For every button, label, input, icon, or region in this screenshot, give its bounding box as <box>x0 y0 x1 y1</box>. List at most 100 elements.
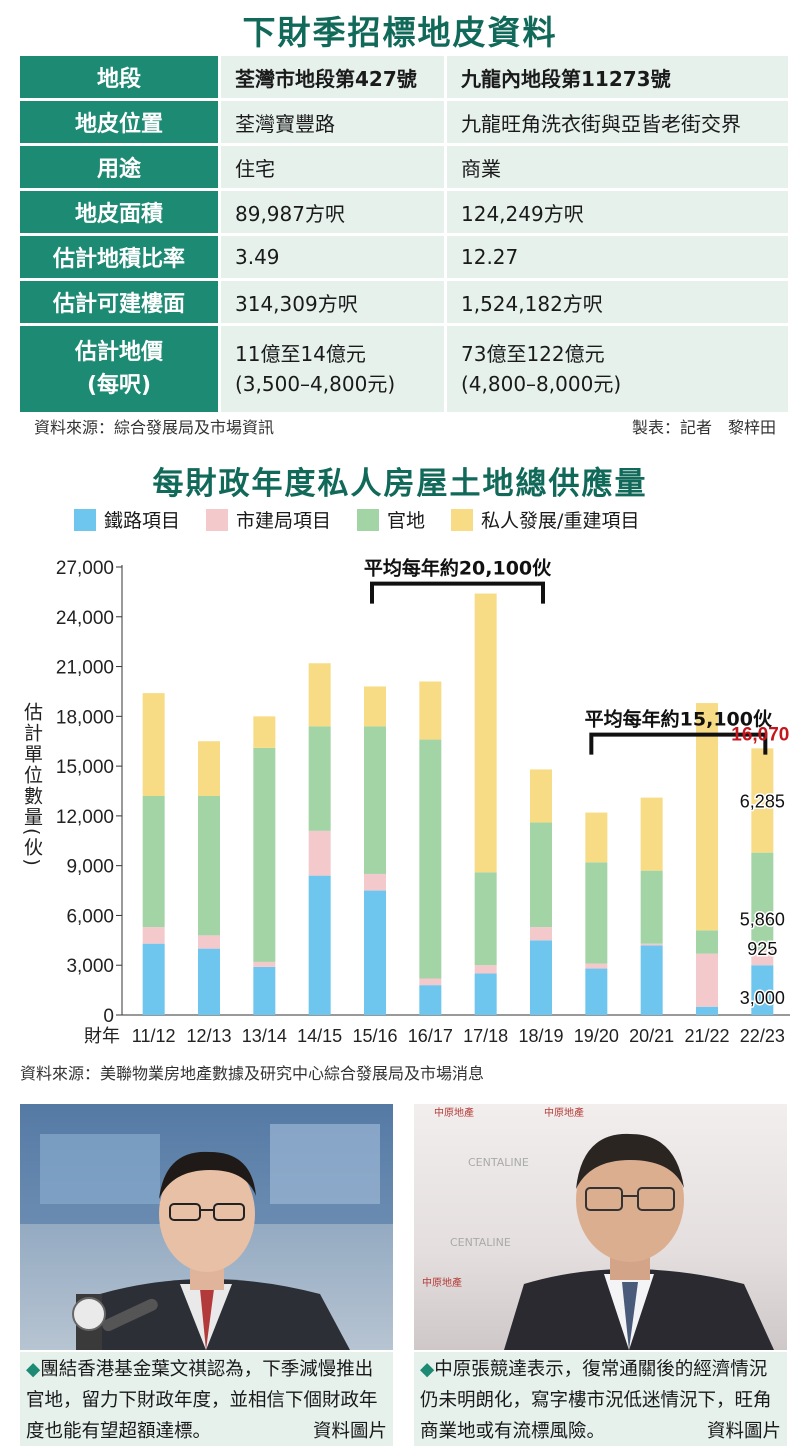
bar-segment <box>198 948 220 1015</box>
cell-kowloon: 商業 <box>444 146 788 188</box>
bar-segment <box>364 890 386 1015</box>
brand-en-1: CENTALINE <box>468 1156 529 1169</box>
legend-item-private: 私人發展/重建項目 <box>451 506 639 533</box>
legend-label-ura: 市建局項目 <box>236 510 332 532</box>
x-axis-label: 財年 <box>84 1026 120 1047</box>
bar-segment <box>696 1006 718 1015</box>
bar-segment <box>585 968 608 1015</box>
diamond-bullet-icon: ◆ <box>420 1359 435 1380</box>
portrait-illustration-2: 中原地產 中原地產 CENTALINE CENTALINE 中原地產 <box>422 1106 774 1350</box>
bar-segment <box>751 852 774 950</box>
table-title: 下財季招標地皮資料 <box>242 13 558 52</box>
y-tick-label: 15,000 <box>56 757 114 778</box>
caption-right-text: 中原張競達表示，復常通關後的經濟情況仍未明朗化，寫字樓市況低迷情況下，旺角商業地… <box>420 1359 772 1442</box>
y-tick-label: 6,000 <box>66 906 114 927</box>
bar-segment <box>585 812 608 863</box>
price-a-line2: (3,500–4,800元) <box>235 372 396 396</box>
bar-segment <box>474 872 497 966</box>
x-tick-label: 22/23 <box>740 1026 785 1046</box>
bar-segment <box>640 945 663 1015</box>
bar-segment <box>474 593 497 873</box>
bar-segment <box>751 965 774 1015</box>
bar-segment <box>696 953 718 1007</box>
row-label: 地段 <box>20 56 218 98</box>
legend-swatch-gov <box>357 508 380 531</box>
supply-bar-chart: 0 3,000 6,000 9,000 12,000 15,000 18,000 21,000… <box>21 557 790 1047</box>
row-label: 用途 <box>20 146 218 188</box>
table-row: 估計地積比率 3.49 12.27 <box>20 236 788 278</box>
cell-tsuen-wan: 荃灣市地段第427號 <box>218 56 444 98</box>
legend-swatch-private <box>451 508 474 531</box>
bar-segment <box>419 985 442 1015</box>
cell-kowloon: 1,524,182方呎 <box>444 281 788 323</box>
x-tick-label: 16/17 <box>408 1026 453 1046</box>
x-tick-label: 17/18 <box>463 1026 508 1046</box>
caption-right: ◆中原張競達表示，復常通關後的經濟情況仍未明朗化，寫字樓市況低迷情況下，旺角商業… <box>414 1352 787 1446</box>
caption-left-text: 團結香港基金葉文祺認為，下季減慢推出官地，留力下財政年度，並相信下個財政年度也能… <box>26 1359 378 1442</box>
row-label-price: 估計地價 (每呎) <box>20 326 218 412</box>
x-tick-label: 11/12 <box>132 1026 176 1046</box>
bar-segment <box>530 822 552 928</box>
price-label-line1: 估計地價 <box>74 340 163 365</box>
table-row: 地皮面積 89,987方呎 124,249方呎 <box>20 191 788 233</box>
bar-segment <box>198 795 220 936</box>
price-label-line2: (每呎) <box>86 373 152 398</box>
x-tick-label: 13/14 <box>242 1026 287 1046</box>
cell-tsuen-wan: 3.49 <box>218 236 444 278</box>
x-tick-label: 18/19 <box>518 1026 563 1046</box>
y-tick-label: 0 <box>103 1006 114 1027</box>
bar-segment <box>142 795 165 928</box>
x-tick-label: 15/16 <box>352 1026 397 1046</box>
bar-segment <box>198 741 220 796</box>
bar-segment <box>474 965 497 974</box>
bar-segment <box>364 873 386 891</box>
segment-value-label: 3,000 <box>740 988 785 1008</box>
brand-text-2: 中原地產 <box>544 1106 584 1119</box>
x-tick-label: 21/22 <box>684 1026 729 1046</box>
bar-segment <box>696 703 718 931</box>
annotation-label: 平均每年約15,100伙 <box>585 708 773 731</box>
cell-kowloon: 12.27 <box>444 236 788 278</box>
cell-kowloon-price: 73億至122億元 (4,800–8,000元) <box>444 326 788 412</box>
bar-segment <box>142 693 165 796</box>
caption-left-credit: 資料圖片 <box>312 1421 387 1442</box>
row-label: 估計可建樓面 <box>20 281 218 323</box>
x-tick-label: 19/20 <box>574 1026 619 1046</box>
bar-segment <box>530 927 552 941</box>
price-b-line1: 73億至122億元 <box>461 342 605 366</box>
cell-tsuen-wan-price: 11億至14億元 (3,500–4,800元) <box>218 326 444 412</box>
annotation-bracket <box>589 732 768 755</box>
bar-segment <box>364 686 386 727</box>
y-tick-label: 3,000 <box>66 956 114 977</box>
cell-tsuen-wan: 荃灣寶豐路 <box>218 101 444 143</box>
portrait-illustration-1 <box>20 1104 393 1350</box>
legend-swatch-rail <box>74 508 96 531</box>
cell-tsuen-wan: 314,309方呎 <box>218 281 444 323</box>
y-axis-label: 估計單位數量(伙) <box>21 702 43 868</box>
bar-segment <box>364 726 386 874</box>
bar-segment <box>640 943 663 946</box>
bar-segment <box>253 966 276 1015</box>
photo-cheung-king-tat: 中原地產 中原地產 CENTALINE CENTALINE 中原地產 <box>414 1104 787 1350</box>
x-tick-label: 12/13 <box>186 1026 231 1046</box>
bar-segment <box>530 940 552 1015</box>
legend-swatch-ura <box>206 508 229 531</box>
bar-segment <box>640 797 663 871</box>
bar-segment <box>640 870 663 944</box>
table-row: 估計可建樓面 314,309方呎 1,524,182方呎 <box>20 281 788 323</box>
bar-segment <box>308 875 331 1015</box>
segment-value-label: 925 <box>747 939 777 959</box>
caption-left: ◆團結香港基金葉文祺認為，下季減慢推出官地，留力下財政年度，並相信下個財政年度也… <box>20 1352 393 1446</box>
price-b-line2: (4,800–8,000元) <box>461 372 622 396</box>
y-tick-label: 24,000 <box>56 608 114 629</box>
x-tick-label: 20/21 <box>629 1026 674 1046</box>
bar-segment <box>585 862 608 964</box>
y-tick-label: 27,000 <box>56 558 114 579</box>
y-tick-label: 9,000 <box>66 857 114 878</box>
table-source: 資料來源：綜合發展局及市場資訊 <box>34 418 275 437</box>
table-row: 用途 住宅 商業 <box>20 146 788 188</box>
bar-segment <box>142 943 165 1015</box>
annotation-bracket <box>370 581 545 604</box>
bar-segment <box>308 726 331 831</box>
bar-segment <box>474 973 497 1015</box>
